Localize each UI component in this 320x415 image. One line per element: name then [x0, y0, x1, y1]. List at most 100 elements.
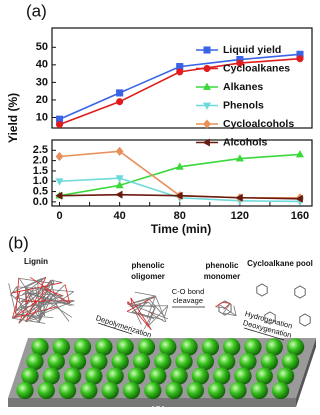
legend-label: Alkanes	[223, 81, 263, 93]
y-tick-label: 30	[36, 76, 48, 88]
legend-marker	[203, 119, 211, 129]
ni-atom	[154, 352, 172, 371]
ni-atom	[250, 381, 268, 400]
step-label: Depolymerization	[95, 313, 153, 339]
molecule-bond	[16, 295, 64, 312]
ni-atom	[223, 338, 241, 356]
molecule-bond	[26, 292, 75, 306]
ni-atom	[111, 352, 129, 371]
support-label: ASA	[150, 404, 165, 413]
support-front	[8, 398, 296, 407]
ni-atom	[69, 352, 87, 371]
legend-label: Alcohols	[223, 136, 267, 148]
ni-atom	[287, 338, 305, 356]
ni-atom	[31, 338, 49, 356]
legend-marker	[202, 102, 212, 110]
legend-label: Cycloalcohols	[223, 118, 294, 130]
ni-atom	[282, 352, 300, 371]
plot-frame	[51, 139, 313, 207]
marker	[116, 89, 124, 97]
panel-label: (a)	[26, 1, 47, 20]
panel-label: (b)	[8, 233, 29, 252]
legend-label: Phenols	[223, 99, 264, 111]
ni-atom	[42, 367, 60, 385]
molecule-bond	[127, 297, 155, 305]
molecule-bond	[223, 312, 237, 317]
series-line	[59, 153, 301, 197]
lignin-label: Lignin	[24, 257, 48, 266]
marker	[235, 154, 244, 162]
step-label: C-O bond	[172, 287, 205, 296]
marker	[115, 180, 124, 189]
y-tick-label: 2.5	[33, 144, 48, 156]
molecule-bond	[164, 305, 169, 317]
molecule-ring	[256, 283, 268, 297]
legend-marker	[203, 64, 211, 73]
molecule-bond	[147, 305, 169, 327]
x-axis-label: Time (min)	[151, 222, 211, 236]
molecule-bond	[38, 302, 70, 304]
ni-atom	[116, 338, 134, 356]
ni-atom	[132, 352, 151, 371]
molecule-bond	[131, 304, 142, 325]
ni-atom	[277, 367, 295, 385]
molecule-ring	[264, 311, 276, 325]
molecule-ring	[299, 313, 311, 327]
molecule-bond	[50, 279, 63, 283]
legend-marker	[202, 138, 210, 147]
molecule-bond	[25, 287, 39, 317]
pool-label: Cycloalkane pool	[247, 259, 313, 268]
molecule-bond	[18, 318, 24, 324]
molecule-bond	[222, 303, 231, 314]
molecule-bond	[28, 284, 66, 320]
support-side	[296, 338, 316, 407]
ni-atom	[64, 367, 82, 385]
ni-atom	[201, 338, 219, 356]
marker	[115, 190, 123, 199]
molecule-ring	[294, 285, 306, 299]
x-tick-label: 40	[114, 210, 126, 222]
ni-atom	[229, 381, 247, 400]
molecule-bond	[152, 314, 166, 323]
ni-atom	[255, 367, 273, 385]
diagram: (b) Lignin phenolic oligomer phenolic mo…	[8, 233, 316, 413]
molecule-bond	[233, 305, 237, 316]
x-tick-label: 160	[291, 210, 309, 222]
molecule-bond	[215, 302, 223, 308]
y-tick-label: 0.5	[33, 185, 48, 197]
monomer-label: phenolic	[206, 261, 239, 270]
molecule-bond	[15, 289, 45, 312]
ni-atom	[52, 338, 70, 356]
ni-atom	[196, 352, 214, 371]
molecule-bond	[126, 311, 155, 319]
ni-atom	[21, 367, 39, 385]
ni-atom	[144, 381, 162, 400]
molecule-bond	[134, 291, 156, 297]
oligomer-label: phenolic	[132, 261, 165, 270]
molecule-bond	[12, 317, 40, 323]
ni-atom	[260, 352, 278, 371]
molecule-bond	[148, 301, 156, 310]
ni-atom	[234, 367, 252, 385]
molecule-bond	[131, 311, 163, 321]
legend-marker	[203, 46, 211, 54]
molecule-bond	[44, 289, 64, 297]
legend-label: Liquid yield	[223, 44, 281, 56]
molecule-bond	[15, 313, 54, 319]
ni-atom	[127, 367, 146, 385]
molecule-bond	[15, 277, 20, 315]
ni-atom	[95, 338, 113, 356]
ni-atom	[213, 367, 231, 385]
molecule-bond	[146, 295, 156, 319]
marker	[115, 146, 124, 157]
ni-atom	[80, 381, 98, 400]
legend-label: Cycloalkanes	[223, 62, 290, 74]
marker	[116, 98, 124, 106]
molecule-bond	[12, 306, 58, 319]
ni-atom	[101, 381, 119, 400]
molecule-bond	[26, 292, 64, 297]
molecule-bond	[132, 304, 169, 320]
arrow	[243, 327, 285, 341]
marker	[176, 68, 184, 76]
y-tick-label: 10	[36, 111, 48, 123]
